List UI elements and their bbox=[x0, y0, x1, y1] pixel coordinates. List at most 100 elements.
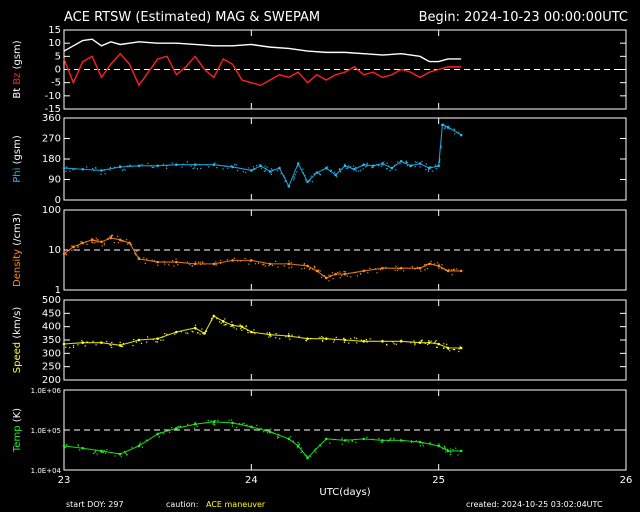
data-point bbox=[414, 268, 416, 270]
data-point bbox=[322, 340, 324, 342]
data-point bbox=[437, 264, 440, 268]
data-point bbox=[67, 249, 69, 251]
data-point bbox=[446, 125, 450, 129]
data-point bbox=[237, 260, 239, 262]
data-point bbox=[298, 443, 300, 445]
data-point bbox=[135, 254, 137, 256]
data-point bbox=[242, 171, 244, 173]
data-point bbox=[231, 165, 234, 169]
data-point bbox=[194, 324, 197, 326]
data-point bbox=[235, 328, 238, 330]
data-point bbox=[125, 239, 128, 241]
data-point bbox=[319, 173, 321, 175]
data-point bbox=[379, 269, 382, 271]
y-tick-label: -10 bbox=[45, 91, 61, 102]
begin-time: Begin: 2024-10-23 00:00:00UTC bbox=[418, 10, 628, 25]
data-point bbox=[120, 345, 122, 348]
data-point bbox=[319, 174, 321, 176]
data-point bbox=[72, 168, 74, 170]
data-point bbox=[250, 330, 253, 334]
data-point bbox=[244, 257, 246, 260]
data-point bbox=[445, 269, 448, 271]
data-point bbox=[258, 164, 260, 166]
data-point bbox=[109, 344, 111, 346]
data-point bbox=[193, 422, 197, 426]
data-point bbox=[252, 331, 254, 334]
data-point bbox=[283, 175, 285, 177]
data-point bbox=[424, 269, 426, 271]
data-point bbox=[137, 257, 141, 261]
data-point bbox=[270, 428, 272, 430]
data-point bbox=[304, 453, 306, 456]
data-point bbox=[289, 436, 291, 438]
data-point bbox=[69, 170, 71, 172]
data-point bbox=[137, 164, 141, 168]
data-point bbox=[77, 444, 79, 446]
data-point bbox=[95, 241, 97, 243]
data-point bbox=[243, 328, 245, 330]
data-point bbox=[297, 165, 299, 167]
data-point bbox=[435, 165, 437, 167]
data-point bbox=[233, 257, 236, 259]
data-point bbox=[96, 239, 99, 241]
data-point bbox=[297, 441, 299, 444]
data-point bbox=[139, 165, 142, 167]
data-point bbox=[420, 270, 422, 272]
data-point bbox=[324, 337, 328, 340]
data-point bbox=[275, 337, 277, 339]
data-point bbox=[351, 440, 353, 442]
data-point bbox=[239, 324, 241, 326]
data-point bbox=[71, 245, 73, 247]
data-point bbox=[210, 319, 212, 321]
data-point bbox=[438, 263, 440, 265]
data-point bbox=[429, 442, 432, 444]
data-point bbox=[308, 268, 310, 271]
data-point bbox=[399, 439, 403, 442]
data-point bbox=[107, 238, 109, 240]
data-point bbox=[216, 317, 218, 320]
data-point bbox=[343, 272, 347, 276]
data-point bbox=[303, 262, 305, 265]
data-point bbox=[213, 424, 216, 426]
data-point bbox=[329, 169, 331, 172]
data-point bbox=[330, 169, 333, 171]
data-point bbox=[422, 445, 424, 447]
data-point bbox=[425, 163, 427, 165]
data-point bbox=[175, 427, 178, 430]
data-point bbox=[366, 341, 368, 343]
data-point bbox=[152, 338, 154, 341]
data-point bbox=[278, 436, 280, 439]
data-point bbox=[318, 270, 320, 272]
data-point bbox=[301, 450, 303, 452]
data-point bbox=[189, 263, 191, 266]
data-point bbox=[280, 173, 282, 175]
y-axis-label-part: Speed bbox=[12, 342, 23, 373]
data-point bbox=[81, 340, 83, 342]
data-point bbox=[185, 332, 187, 334]
data-point bbox=[222, 168, 224, 170]
data-point bbox=[166, 333, 168, 335]
data-point bbox=[324, 275, 326, 277]
data-point bbox=[310, 337, 312, 340]
data-point bbox=[135, 341, 137, 343]
data-point bbox=[264, 265, 266, 267]
data-point bbox=[369, 338, 371, 340]
data-point bbox=[97, 241, 99, 243]
data-point bbox=[421, 339, 423, 341]
data-point bbox=[313, 265, 316, 267]
data-point bbox=[403, 270, 405, 272]
data-point bbox=[117, 453, 120, 455]
data-point bbox=[440, 145, 442, 147]
data-point bbox=[104, 173, 106, 175]
data-point bbox=[129, 164, 131, 166]
data-point bbox=[293, 176, 295, 178]
data-point bbox=[418, 341, 422, 344]
data-point bbox=[438, 161, 441, 164]
data-point bbox=[416, 267, 418, 269]
data-point bbox=[100, 449, 103, 453]
data-point bbox=[399, 266, 403, 270]
data-point bbox=[212, 163, 216, 166]
data-point bbox=[205, 330, 207, 332]
data-point bbox=[348, 165, 350, 167]
